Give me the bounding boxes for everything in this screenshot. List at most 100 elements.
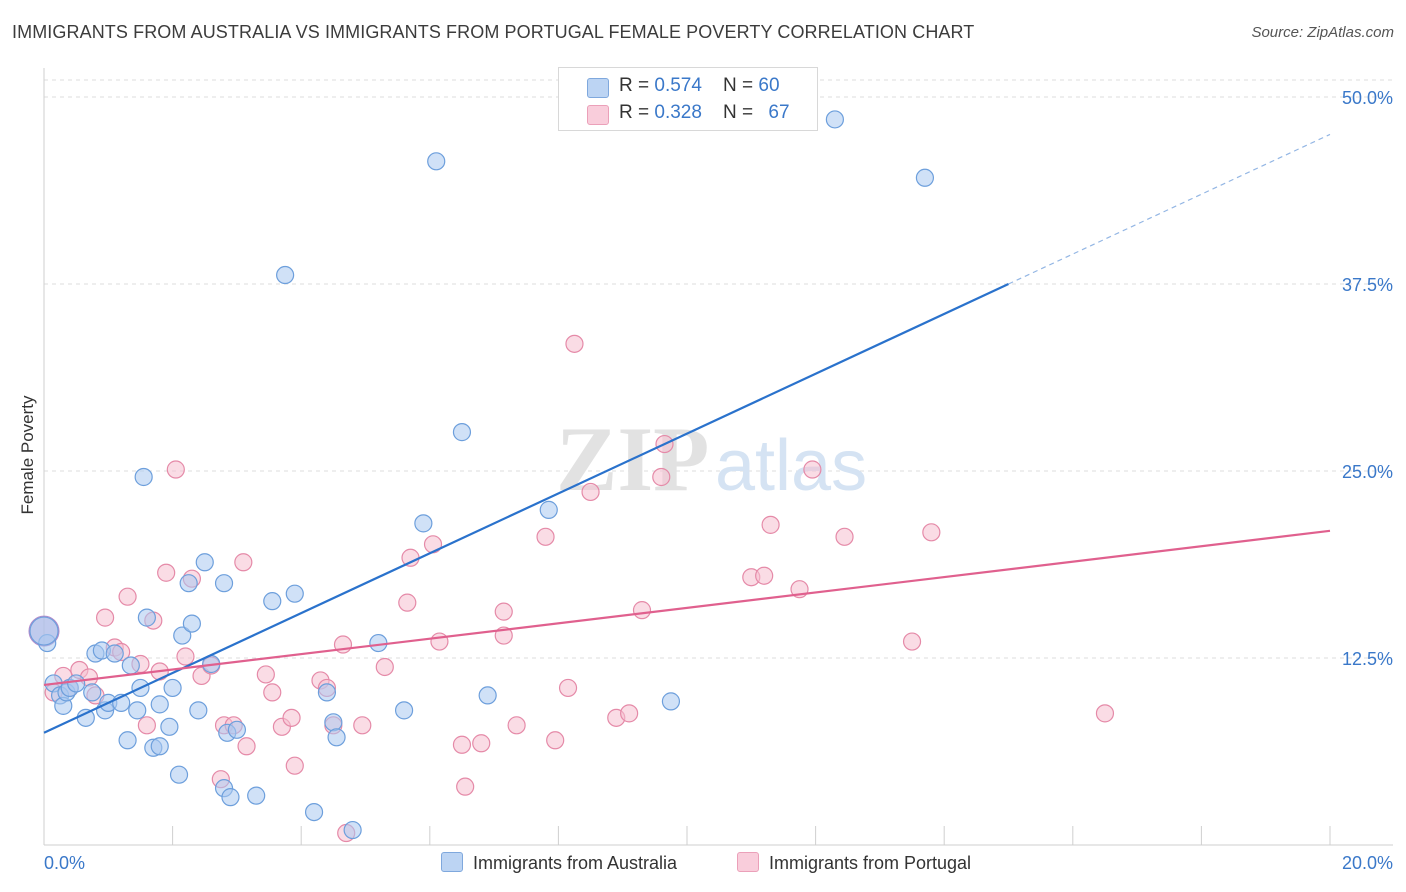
portugal-point (494, 602, 513, 621)
portugal-point (423, 535, 443, 554)
australia-point (478, 686, 497, 705)
source-label: Source: ZipAtlas.com (1251, 24, 1394, 41)
portugal-point (166, 460, 185, 479)
portugal-point (536, 527, 555, 546)
y-tick-label: 12.5% (1342, 649, 1393, 669)
portugal-point (456, 777, 475, 796)
portugal-point (581, 482, 600, 502)
trend-lines (43, 133, 1331, 734)
portugal-point (620, 704, 639, 723)
portugal-point (234, 553, 253, 572)
portugal-point (375, 657, 394, 677)
australia-point (661, 692, 681, 711)
legend-swatch-australia (441, 852, 463, 872)
legend-r-label: R = (619, 75, 655, 96)
australia-point (327, 728, 346, 747)
portugal-point (803, 460, 822, 479)
australia-point (76, 708, 95, 727)
legend-label-australia: Immigrants from Australia (473, 853, 678, 873)
australia-trend-line (43, 283, 1009, 734)
chart-title: IMMIGRANTS FROM AUSTRALIA VS IMMIGRANTS … (12, 22, 975, 42)
australia-point (83, 683, 102, 702)
portugal-point (118, 587, 137, 606)
australia-point (173, 626, 192, 645)
x-tick-label: 0.0% (44, 853, 85, 873)
y-tick-label: 50.0% (1342, 88, 1393, 108)
portugal-point (95, 608, 115, 627)
portugal-point (157, 563, 176, 582)
portugal-point (472, 734, 491, 753)
australia-point (452, 423, 472, 442)
portugal-point (176, 647, 195, 666)
australia-point (263, 592, 282, 611)
portugal-point (401, 548, 420, 567)
australia-point (195, 553, 214, 572)
portugal-point (237, 737, 256, 756)
legend-box: R = 0.574 N = 60 R = 0.328 N = 67 (558, 67, 818, 131)
y-tick-label: 25.0% (1342, 462, 1393, 482)
australia-point (825, 110, 844, 129)
australia-point (394, 701, 414, 720)
portugal-point (558, 678, 578, 698)
australia-point (276, 265, 295, 285)
australia-point (134, 467, 153, 487)
grid-lines (44, 79, 1393, 659)
legend-r-value-portugal: 0.328 (654, 102, 702, 123)
australia-trend-extension (1008, 133, 1331, 285)
australia-point (121, 656, 140, 675)
portugal-point (652, 467, 671, 487)
x-tick-label: 20.0% (1342, 853, 1393, 873)
portugal-point (632, 601, 652, 620)
australia-point (915, 168, 935, 187)
australia-point (150, 695, 169, 714)
portugal-point (285, 756, 304, 775)
portugal-point (137, 716, 156, 735)
portugal-point (263, 683, 282, 702)
legend-n-label: N = (723, 102, 759, 123)
legend-r-label: R = (619, 102, 655, 123)
australia-point (67, 674, 86, 693)
australia-point (189, 701, 208, 720)
y-tick-label: 37.5% (1342, 275, 1393, 295)
portugal-point (1095, 704, 1115, 723)
australia-point (179, 574, 198, 593)
australia-point (214, 574, 234, 593)
australia-point (247, 786, 266, 805)
australia-point (105, 644, 124, 663)
australia-point-large (29, 616, 59, 646)
australia-point (539, 500, 558, 519)
australia-point (163, 678, 182, 698)
legend-item-portugal: Immigrants from Portugal (737, 852, 971, 874)
legend-n-value-australia: 60 (758, 75, 780, 96)
portugal-point (430, 632, 449, 651)
legend-r-value-australia: 0.574 (654, 75, 702, 96)
australia-point (369, 633, 388, 653)
australia-point (118, 731, 137, 750)
portugal-point (835, 527, 854, 546)
australia-point (169, 765, 189, 784)
watermark: ZIP atlas (556, 408, 867, 510)
legend-label-portugal: Immigrants from Portugal (769, 853, 972, 873)
portugal-point (282, 708, 301, 727)
portugal-point (755, 566, 774, 585)
australia-point (221, 788, 240, 807)
australia-point (343, 820, 362, 840)
australia-point (427, 152, 446, 171)
watermark-atlas: atlas (715, 426, 867, 506)
legend-n-label: N = (723, 75, 759, 96)
legend-item-australia: Immigrants from Australia (441, 852, 677, 874)
portugal-point (565, 334, 584, 353)
australia-point (317, 683, 337, 702)
portugal-point (507, 716, 526, 735)
portugal-point (256, 665, 275, 684)
legend-swatch-portugal (587, 105, 609, 125)
portugal-point (761, 515, 780, 534)
portugal-point (546, 731, 565, 750)
portugal-point (452, 735, 472, 754)
australia-point (160, 717, 179, 736)
portugal-trend-line (43, 529, 1331, 687)
australia-point (414, 514, 433, 533)
australia-point (182, 614, 201, 633)
y-axis-label: Female Poverty (18, 395, 37, 515)
portugal-point (353, 716, 372, 735)
